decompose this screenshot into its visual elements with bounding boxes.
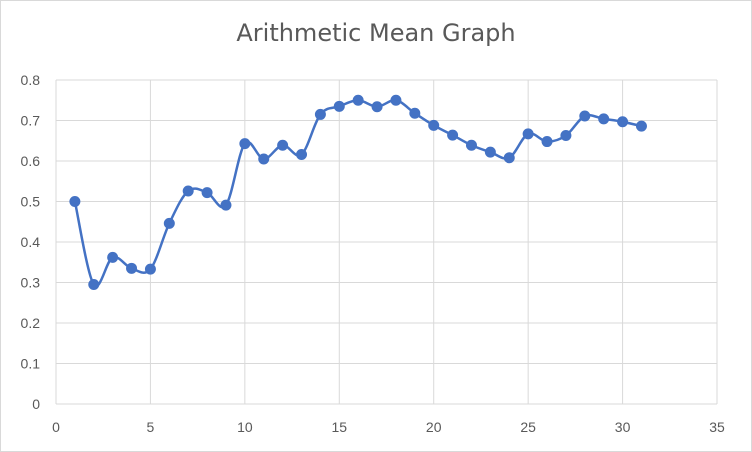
data-point: [598, 113, 610, 125]
data-point: [163, 217, 175, 229]
data-point: [314, 108, 326, 120]
data-point: [522, 128, 534, 140]
y-tick-label: 0.5: [21, 194, 41, 210]
x-tick-label: 35: [709, 419, 725, 435]
y-tick-label: 0.6: [21, 153, 41, 169]
x-tick-label: 25: [520, 419, 536, 435]
x-tick-label: 10: [237, 419, 253, 435]
data-point: [541, 136, 553, 148]
data-point: [560, 129, 572, 141]
x-tick-label: 30: [615, 419, 631, 435]
y-tick-label: 0.3: [21, 275, 41, 291]
data-point: [201, 187, 213, 199]
data-point: [144, 263, 156, 275]
data-point: [371, 101, 383, 113]
y-tick-label: 0.1: [21, 356, 41, 372]
data-point: [503, 152, 515, 164]
data-point: [579, 110, 591, 122]
data-point: [465, 139, 477, 151]
data-point: [447, 129, 459, 141]
data-point: [333, 100, 345, 112]
y-tick-label: 0: [32, 396, 40, 412]
data-point: [484, 146, 496, 158]
x-tick-label: 20: [426, 419, 442, 435]
data-point: [617, 116, 629, 128]
x-tick-label: 5: [147, 419, 155, 435]
x-tick-label: 0: [52, 419, 60, 435]
data-point: [88, 279, 100, 291]
data-point: [428, 119, 440, 131]
y-tick-label: 0.8: [21, 72, 41, 88]
data-point: [296, 149, 308, 161]
data-point: [69, 196, 81, 207]
chart-title: Arithmetic Mean Graph: [236, 19, 516, 47]
y-tick-label: 0.4: [21, 234, 41, 250]
data-point: [277, 139, 289, 151]
y-tick-label: 0.7: [21, 113, 41, 129]
data-point: [635, 120, 647, 132]
x-tick-label: 15: [331, 419, 347, 435]
data-point: [409, 107, 421, 119]
data-point: [258, 153, 270, 165]
data-point: [126, 262, 138, 274]
data-point: [107, 251, 119, 263]
data-point: [390, 94, 402, 106]
data-point: [352, 94, 364, 106]
data-point: [182, 185, 194, 197]
data-point: [220, 199, 232, 211]
data-point: [239, 138, 251, 150]
y-tick-label: 0.2: [21, 315, 41, 331]
series-line: [73, 98, 642, 288]
